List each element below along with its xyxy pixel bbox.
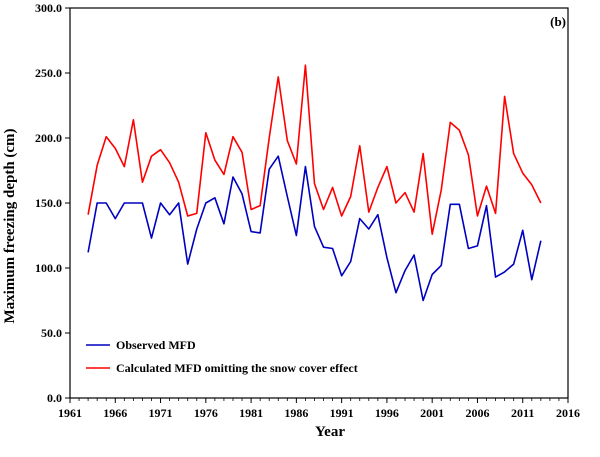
x-tick-label: 2001 xyxy=(420,406,444,420)
x-tick-label: 1991 xyxy=(330,406,354,420)
legend-label: Calculated MFD omitting the snow cover e… xyxy=(116,361,358,375)
series-layer xyxy=(87,64,542,302)
x-tick-label: 1966 xyxy=(103,406,127,420)
y-tick-label: 50.0 xyxy=(41,326,62,340)
y-tick-label: 0.0 xyxy=(47,391,62,405)
legend-label: Observed MFD xyxy=(116,338,196,352)
y-tick-label: 100.0 xyxy=(35,261,62,275)
x-axis: 1961 1966 1971 1976 1981 1986 1991 1996 2001 2006… xyxy=(58,398,580,420)
x-tick-label: 1976 xyxy=(194,406,218,420)
y-tick-label: 250.0 xyxy=(35,66,62,80)
y-tick-label: 150.0 xyxy=(35,196,62,210)
x-tick-label: 1971 xyxy=(149,406,173,420)
y-tick-label: 200.0 xyxy=(35,131,62,145)
y-tick-label: 300.0 xyxy=(35,1,62,15)
x-tick-label: 1986 xyxy=(284,406,308,420)
y-axis: 0.0 50.0 100.0 150.0 200.0 250.0 300.0 xyxy=(35,1,70,405)
x-tick-label: 2006 xyxy=(465,406,489,420)
x-tick-label: 2011 xyxy=(511,406,534,420)
x-tick-label: 1961 xyxy=(58,406,82,420)
x-tick-label: 2016 xyxy=(556,406,580,420)
series-line-calculated xyxy=(87,64,542,235)
x-axis-title: Year xyxy=(315,424,345,440)
panel-label: (b) xyxy=(550,14,566,29)
x-tick-label: 1981 xyxy=(239,406,263,420)
y-axis-title: Maximum freezing depth (cm) xyxy=(2,128,18,323)
legend: Observed MFD Calculated MFD omitting the … xyxy=(86,338,358,375)
series-line-observed xyxy=(87,155,542,302)
x-tick-label: 1996 xyxy=(375,406,399,420)
